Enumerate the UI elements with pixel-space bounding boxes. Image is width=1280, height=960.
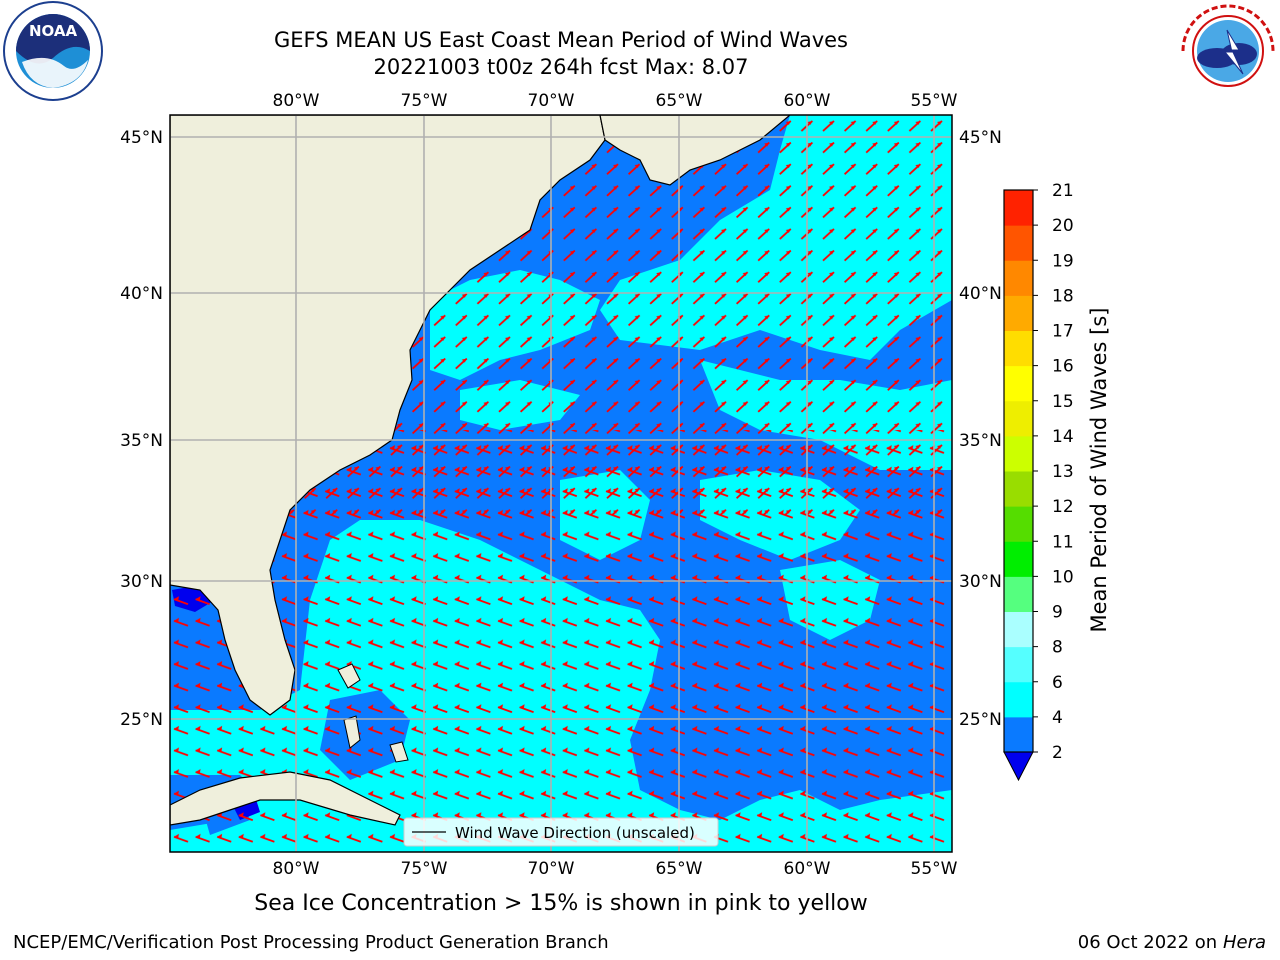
noaa-text: NOAA — [29, 22, 78, 40]
lat-tick-label: 40°N — [959, 284, 1002, 304]
lon-tick-label: 60°W — [784, 859, 831, 879]
lat-tick-label: 35°N — [120, 431, 163, 451]
lat-tick-label: 45°N — [120, 128, 163, 148]
lon-tick-label: 55°W — [911, 859, 958, 879]
colorbar-swatch — [1004, 681, 1033, 718]
lat-tick-label: 40°N — [120, 284, 163, 304]
legend-label: Wind Wave Direction (unscaled) — [455, 824, 695, 842]
colorbar-tick-label: 11 — [1052, 532, 1074, 552]
lat-tick-label: 30°N — [959, 572, 1002, 592]
vector-legend: Wind Wave Direction (unscaled) — [403, 817, 719, 847]
colorbar-swatch — [1004, 646, 1033, 683]
lon-ticks-bottom: 80°W 75°W 70°W 65°W 60°W 55°W — [273, 859, 958, 879]
footer-date: 06 Oct 2022 on — [1077, 932, 1223, 953]
lat-tick-label: 25°N — [959, 710, 1002, 730]
colorbar-tick-label: 15 — [1052, 392, 1074, 412]
map-frame — [169, 114, 953, 853]
colorbar-swatch — [1004, 506, 1033, 542]
lat-tick-label: 35°N — [959, 431, 1002, 451]
colorbar-extend-icon — [1003, 751, 1034, 782]
colorbar-tick-label: 10 — [1052, 567, 1074, 587]
colorbar-swatch — [1004, 400, 1033, 437]
colorbar-tick-label: 2 — [1052, 743, 1063, 763]
map-subtitle: 20221003 t00z 264h fcst Max: 8.07 — [373, 55, 749, 79]
footer-right: 06 Oct 2022 on Hera — [1078, 932, 1266, 953]
bahamas-island — [337, 663, 361, 689]
nws-logo-icon — [1179, 2, 1277, 100]
footer-left: NCEP/EMC/Verification Post Processing Pr… — [13, 932, 609, 953]
bahamas-island — [343, 715, 361, 749]
noaa-logo-icon: NOAA — [3, 1, 103, 101]
sea-ice-caption: Sea Ice Concentration > 15% is shown in … — [254, 891, 868, 916]
map-field — [170, 115, 952, 852]
lat-ticks-right: 45°N 40°N 35°N 30°N 25°N — [959, 128, 1002, 730]
footer-host: Hera — [1222, 932, 1266, 953]
colorbar-tick-label: 14 — [1052, 427, 1074, 447]
lon-tick-label: 55°W — [911, 91, 958, 111]
colorbar-tick-label: 8 — [1052, 638, 1063, 658]
lat-ticks-left: 45°N 40°N 35°N 30°N 25°N — [120, 128, 163, 730]
colorbar-swatch — [1004, 611, 1033, 648]
colorbar-swatch — [1004, 576, 1033, 612]
colorbar-tick-label: 21 — [1052, 181, 1074, 201]
canada-land-area — [599, 115, 791, 186]
lon-tick-label: 80°W — [273, 859, 320, 879]
colorbar-tick-label: 19 — [1052, 251, 1074, 271]
colorbar-swatch — [1004, 295, 1033, 331]
colorbar-swatch — [1004, 365, 1033, 402]
lat-tick-label: 25°N — [120, 710, 163, 730]
colorbar-tick-label: 17 — [1052, 322, 1074, 342]
lon-tick-label: 65°W — [656, 859, 703, 879]
colorbar-tick-label: 4 — [1052, 708, 1063, 728]
colorbar-tick-label: 9 — [1052, 603, 1063, 623]
colorbar-swatch — [1004, 716, 1033, 753]
colorbar-tick-label: 20 — [1052, 216, 1074, 236]
lon-tick-label: 65°W — [656, 91, 703, 111]
lon-ticks-top: 80°W 75°W 70°W 65°W 60°W 55°W — [273, 91, 958, 111]
lon-tick-label: 70°W — [528, 91, 575, 111]
colorbar-tick-label: 6 — [1052, 673, 1063, 693]
us-land-area — [170, 115, 606, 716]
lat-tick-label: 30°N — [120, 572, 163, 592]
colorbar-tick-label: 13 — [1052, 462, 1074, 482]
colorbar-swatch — [1004, 330, 1033, 367]
lon-tick-label: 75°W — [401, 91, 448, 111]
map-title: GEFS MEAN US East Coast Mean Period of W… — [274, 28, 848, 52]
colorbar-label: Mean Period of Wind Waves [s] — [1087, 308, 1111, 633]
graticule — [170, 115, 952, 852]
colorbar-swatch — [1004, 260, 1033, 296]
lon-tick-label: 75°W — [401, 859, 448, 879]
colorbar-tick-label: 18 — [1052, 286, 1074, 306]
lat-tick-label: 45°N — [959, 128, 1002, 148]
colorbar-swatch — [1004, 190, 1033, 226]
lon-tick-label: 80°W — [273, 91, 320, 111]
colorbar-swatch — [1004, 435, 1033, 472]
colorbar-swatch — [1004, 471, 1033, 507]
bahamas-island — [389, 741, 409, 763]
lon-tick-label: 60°W — [784, 91, 831, 111]
colorbar-tick-label: 16 — [1052, 357, 1074, 377]
cuba-land-area — [170, 771, 401, 826]
colorbar: 2 4 6 8 9 10 11 12 13 14 15 16 17 18 19 20 21 — [1003, 181, 1074, 782]
colorbar-tick-label: 12 — [1052, 497, 1074, 517]
colorbar-swatch — [1004, 541, 1033, 577]
colorbar-swatch — [1004, 225, 1033, 261]
lon-tick-label: 70°W — [528, 859, 575, 879]
